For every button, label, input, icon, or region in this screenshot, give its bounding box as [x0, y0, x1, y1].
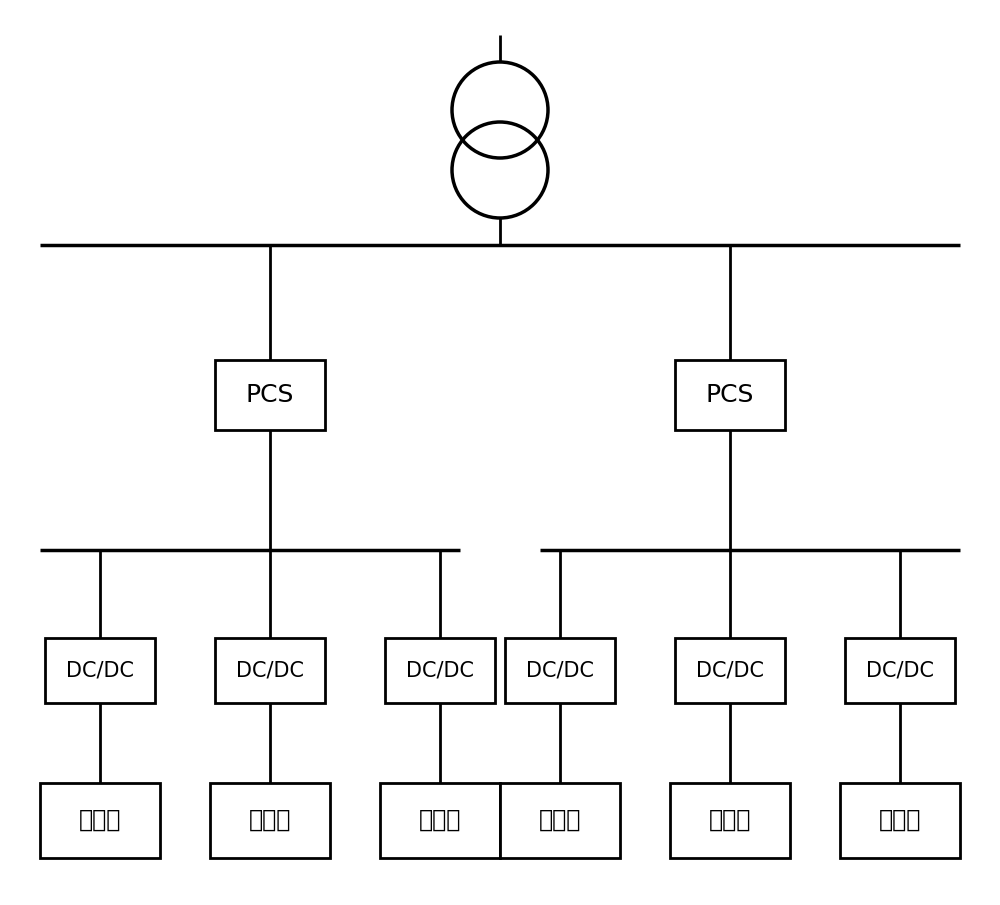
- Text: DC/DC: DC/DC: [526, 660, 594, 680]
- FancyBboxPatch shape: [675, 360, 785, 430]
- Text: DC/DC: DC/DC: [866, 660, 934, 680]
- Text: 电池组: 电池组: [709, 808, 751, 832]
- FancyBboxPatch shape: [670, 783, 790, 858]
- FancyBboxPatch shape: [505, 637, 615, 702]
- FancyBboxPatch shape: [675, 637, 785, 702]
- Text: PCS: PCS: [706, 383, 754, 407]
- FancyBboxPatch shape: [385, 637, 495, 702]
- FancyBboxPatch shape: [215, 637, 325, 702]
- FancyBboxPatch shape: [380, 783, 500, 858]
- FancyBboxPatch shape: [45, 637, 155, 702]
- Text: 电池组: 电池组: [249, 808, 291, 832]
- Text: 电池组: 电池组: [879, 808, 921, 832]
- Text: 电池组: 电池组: [79, 808, 121, 832]
- Text: PCS: PCS: [246, 383, 294, 407]
- FancyBboxPatch shape: [840, 783, 960, 858]
- Text: DC/DC: DC/DC: [66, 660, 134, 680]
- Text: DC/DC: DC/DC: [236, 660, 304, 680]
- Text: 电池组: 电池组: [539, 808, 581, 832]
- FancyBboxPatch shape: [500, 783, 620, 858]
- FancyBboxPatch shape: [845, 637, 955, 702]
- FancyBboxPatch shape: [210, 783, 330, 858]
- FancyBboxPatch shape: [215, 360, 325, 430]
- Text: DC/DC: DC/DC: [696, 660, 764, 680]
- Text: 电池组: 电池组: [419, 808, 461, 832]
- Text: DC/DC: DC/DC: [406, 660, 474, 680]
- FancyBboxPatch shape: [40, 783, 160, 858]
